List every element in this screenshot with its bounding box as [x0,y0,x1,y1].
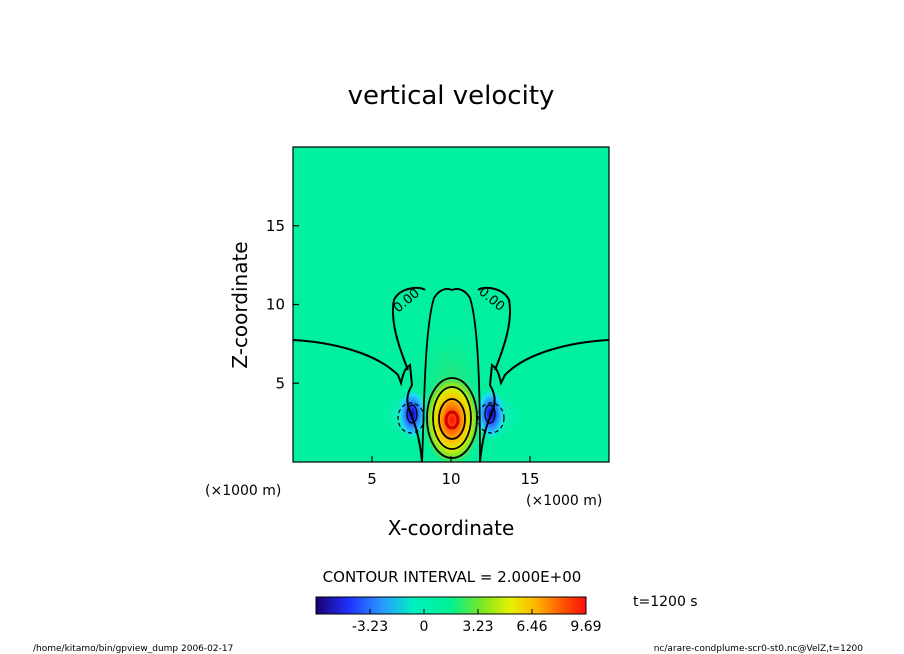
plot-area: 0.00 0.00 [292,146,610,463]
colorbar-tick-label: -3.23 [352,619,388,635]
x-axis-title: X-coordinate [388,516,515,540]
contours [293,286,609,462]
contour-2 [426,377,478,459]
field-shading [378,315,525,462]
chart-title: vertical velocity [348,81,555,111]
downdraft-left [397,388,427,440]
x-tick-label: 5 [367,470,377,488]
contour-4 [432,386,472,450]
x-tick-label: 15 [520,470,539,488]
contour-neg-right-inner [484,404,496,424]
contour-neg-right-outer [477,402,505,434]
y-unit-label: (×1000 m) [205,483,281,499]
colorbar-tick-label: 9.69 [570,619,601,635]
y-axis-title: Z-coordinate [228,241,252,368]
contour-neg-left-outer [397,402,425,434]
y-tick-label: 5 [275,374,285,392]
y-tick-label: 10 [266,296,285,314]
colorbar [315,596,587,615]
inner-column-contour [421,288,481,462]
zero-contour-left [293,339,423,462]
x-axis: 5 10 15 [367,456,540,488]
contour-neg-left-inner [406,404,418,424]
time-label: t=1200 s [633,594,698,610]
footer-left: /home/kitamo/bin/gpview_dump 2006-02-17 [33,644,233,654]
footer-right: nc/arare-condplume-scr0-st0.nc@VelZ,t=12… [654,644,864,654]
contour-6 [438,398,466,440]
zero-contour-arch-left [392,286,426,371]
contour-8 [444,410,460,430]
y-axis: 5 10 15 [266,217,299,392]
x-unit-label: (×1000 m) [526,493,602,509]
colorbar-tick-label: 3.23 [462,619,493,635]
zero-contour-right [479,339,609,462]
y-tick-label: 15 [266,217,285,235]
zero-contour-arch-right [477,286,511,371]
updraft-core [422,372,482,462]
colorbar-ticks: -3.23 0 3.23 6.46 9.69 [352,609,602,635]
colorbar-tick-label: 0 [420,619,429,635]
x-tick-label: 10 [441,470,460,488]
colorbar-tick-label: 6.46 [516,619,547,635]
contour-interval: CONTOUR INTERVAL = 2.000E+00 [323,568,582,586]
